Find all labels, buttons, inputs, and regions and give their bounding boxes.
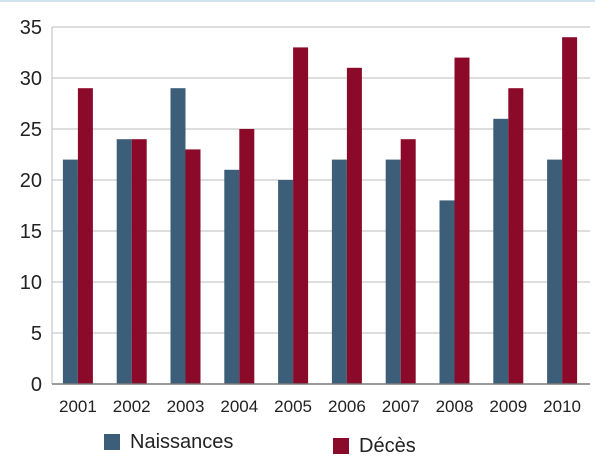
legend-label-naissances: Naissances — [130, 430, 234, 453]
bar-deces-2006 — [346, 67, 362, 385]
x-tick-label: 2003 — [167, 397, 205, 416]
y-tick-label: 10 — [20, 272, 42, 294]
x-tick-label: 2008 — [436, 397, 474, 416]
y-tick-label: 25 — [20, 119, 42, 141]
x-tick-label: 2009 — [489, 397, 527, 416]
bar-naissances-2001 — [62, 159, 78, 384]
bar-deces-2008 — [454, 57, 470, 384]
x-tick-label: 2007 — [382, 397, 420, 416]
x-tick-label: 2010 — [543, 397, 581, 416]
bar-naissances-2008 — [439, 200, 455, 384]
bar-naissances-2002 — [116, 139, 132, 384]
y-tick-label: 35 — [20, 17, 42, 39]
bars — [62, 37, 578, 385]
y-tick-label: 0 — [31, 374, 42, 396]
bar-naissances-2007 — [385, 159, 401, 384]
bar-naissances-2010 — [547, 159, 563, 384]
y-tick-label: 20 — [20, 170, 42, 192]
x-tick-label: 2004 — [220, 397, 258, 416]
x-tick-label: 2006 — [328, 397, 366, 416]
y-axis-tick-labels: 0 5 10 15 20 25 30 35 — [20, 17, 42, 396]
bar-naissances-2006 — [331, 159, 347, 384]
legend-swatch-deces — [333, 438, 349, 454]
bar-deces-2003 — [185, 149, 201, 384]
top-border — [0, 0, 595, 2]
x-axis-tick-labels: 2001 2002 2003 2004 2005 2006 2007 2008 2009 2010 — [59, 397, 581, 416]
legend-label-deces: Décès — [359, 434, 416, 457]
x-tick-label: 2005 — [274, 397, 312, 416]
bar-deces-2001 — [77, 88, 93, 384]
bar-naissances-2004 — [224, 169, 240, 384]
legend-item-naissances: Naissances — [104, 430, 233, 454]
bar-naissances-2009 — [493, 118, 509, 385]
bar-naissances-2003 — [170, 88, 186, 384]
y-tick-label: 5 — [31, 323, 42, 345]
bar-naissances-2005 — [278, 180, 294, 384]
bar-deces-2005 — [293, 47, 309, 385]
legend-swatch-naissances — [104, 434, 120, 450]
y-tick-label: 15 — [20, 221, 42, 243]
bar-deces-2010 — [562, 37, 578, 384]
legend-item-deces: Décès — [333, 434, 416, 458]
x-tick-label: 2001 — [59, 397, 97, 416]
y-tick-label: 30 — [20, 68, 42, 90]
bar-deces-2009 — [508, 88, 524, 384]
bar-deces-2002 — [131, 139, 147, 384]
bar-deces-2007 — [400, 139, 416, 384]
legend: Naissances Décès — [0, 430, 595, 457]
x-tick-label: 2002 — [113, 397, 151, 416]
bar-deces-2004 — [239, 129, 255, 384]
